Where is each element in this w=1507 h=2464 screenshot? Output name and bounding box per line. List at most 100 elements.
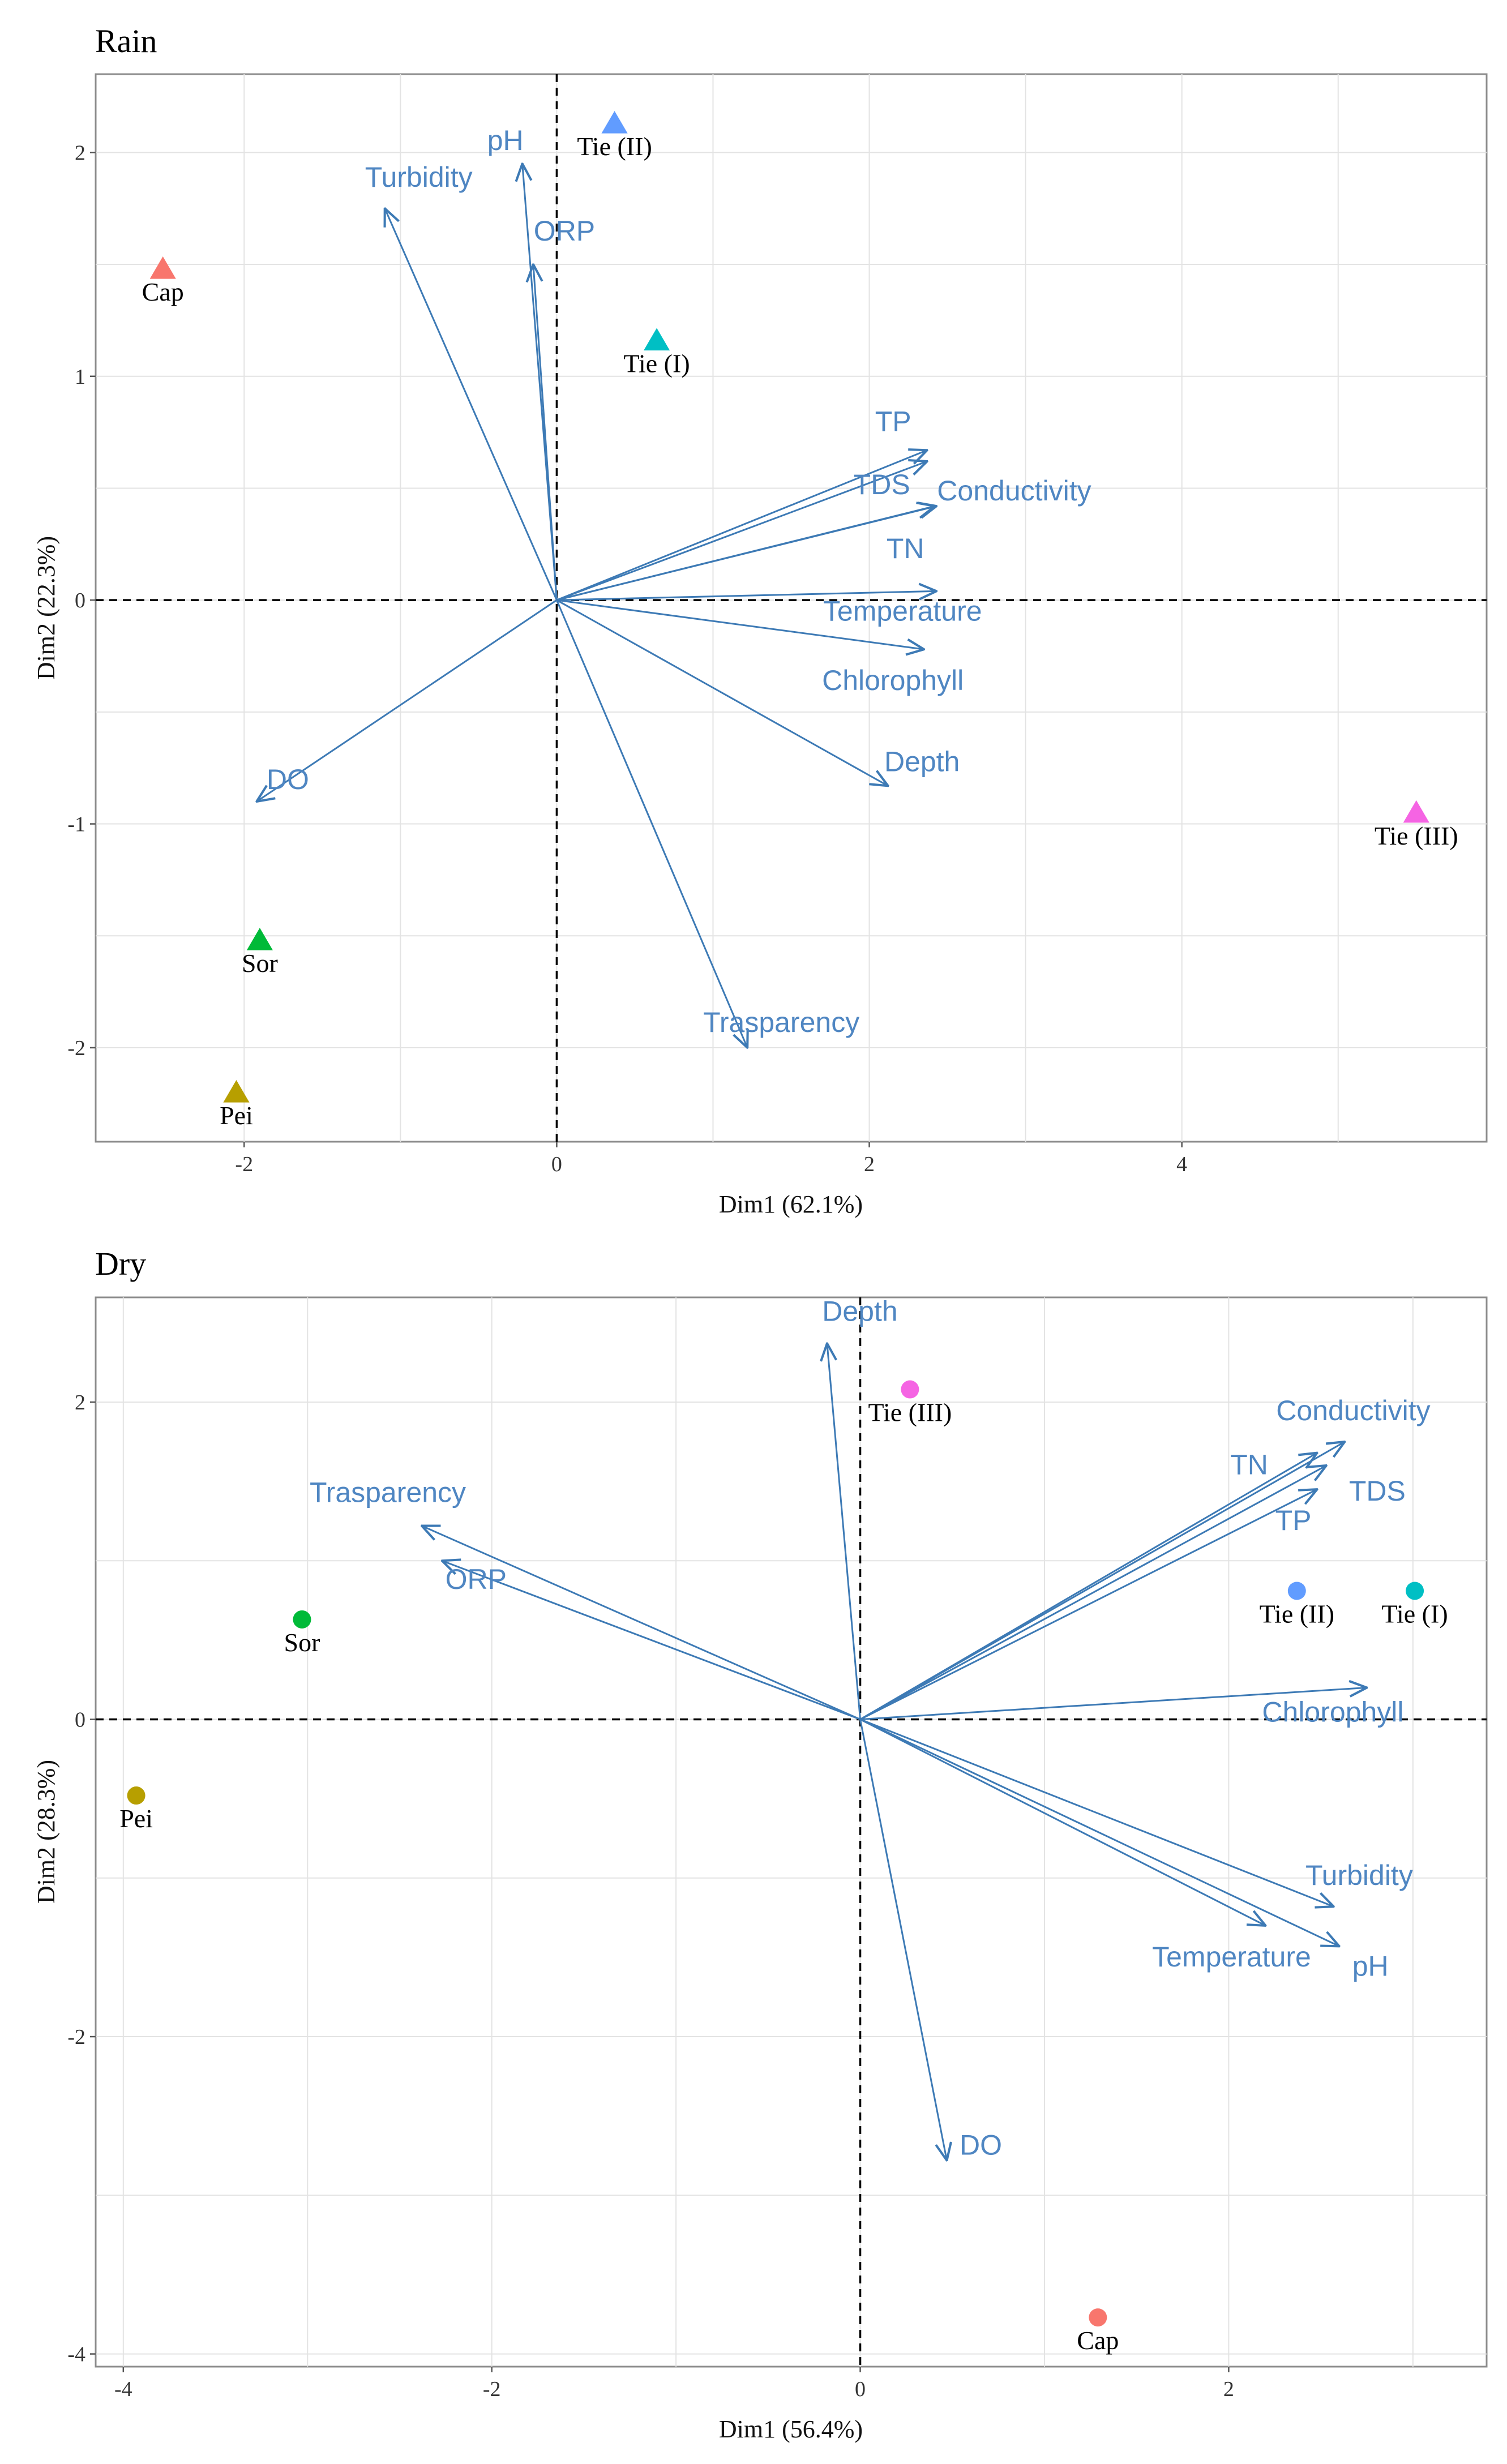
rain-grid [96, 74, 1487, 1142]
rain-zero-lines [96, 74, 1487, 1142]
observation-point [1403, 800, 1429, 823]
variable-label: pH [1352, 1950, 1389, 1982]
variable-arrow [556, 461, 927, 601]
dry-panel-border [95, 1296, 1488, 2368]
variable-arrow [859, 1489, 1317, 1720]
y-tick-label: 0 [75, 589, 85, 612]
variable-label: TDS [1349, 1475, 1406, 1507]
observation-label: Tie (I) [1382, 1599, 1448, 1628]
observation-label: Tie (III) [1375, 821, 1458, 850]
rain-panel-border [95, 73, 1488, 1143]
variable-arrow [859, 1719, 947, 2161]
x-tick-label: -2 [235, 1152, 253, 1176]
dry-panel-title: Dry [95, 1245, 146, 1282]
dry-x-axis-label: Dim1 (56.4%) [719, 2415, 863, 2443]
dry-plot-area: Depth Conductivity TN TDS TP Trasparency ORP Ch… [95, 1295, 1488, 2368]
variable-arrow [556, 591, 936, 601]
variable-label: TN [887, 533, 924, 564]
dry-x-axis-ticks: -4 -2 0 2 [114, 2367, 1234, 2401]
observation-label: Cap [1077, 2326, 1119, 2355]
observation-label: Tie (III) [868, 1398, 952, 1427]
rain-x-axis-ticks: -2 0 2 4 [235, 1142, 1187, 1176]
observation-label: Tie (II) [577, 132, 652, 161]
variable-arrow [385, 208, 558, 601]
variable-label: TDS [854, 469, 910, 500]
variable-label: Conductivity [937, 475, 1091, 507]
variable-label: Turbidity [1305, 1859, 1413, 1891]
variable-label: ORP [446, 1563, 507, 1595]
rain-panel-title: Rain [95, 23, 157, 59]
observation-point [643, 328, 670, 351]
dry-y-axis-ticks: -4 -2 0 2 [67, 1391, 96, 2367]
dry-grid [96, 1297, 1487, 2367]
variable-arrow [442, 1561, 861, 1720]
variable-label: DO [267, 764, 309, 795]
variable-arrow [556, 506, 936, 601]
observation-point [1406, 1582, 1424, 1600]
x-tick-label: -2 [483, 2377, 501, 2401]
variable-label: Turbidity [365, 161, 473, 193]
variable-arrow [556, 599, 924, 649]
variable-arrow [827, 1343, 862, 1720]
observation-point [1287, 1582, 1306, 1600]
dry-variable-vectors: Depth Conductivity TN TDS TP Trasparency ORP Ch… [310, 1295, 1431, 2161]
variable-arrow [859, 1719, 1339, 1947]
variable-label: TP [875, 405, 911, 437]
rain-x-axis-label: Dim1 (62.1%) [719, 1190, 863, 1218]
variable-arrow [556, 599, 747, 1048]
x-tick-label: 2 [864, 1152, 875, 1176]
y-tick-label: 2 [75, 1391, 85, 1415]
observation-label: Sor [242, 949, 278, 978]
observation-point [293, 1610, 311, 1629]
dry-observations: Tie (III) Tie (II) Tie (I) Sor Pei Cap [119, 1380, 1448, 2355]
observation-label: Pei [220, 1101, 253, 1130]
y-tick-label: -2 [67, 1036, 85, 1060]
observation-point [1089, 2308, 1107, 2327]
x-tick-label: -4 [114, 2377, 132, 2401]
variable-label: DO [960, 2129, 1002, 2161]
observation-label: Cap [142, 277, 184, 306]
y-tick-label: -1 [67, 813, 85, 837]
y-tick-label: -4 [67, 2343, 85, 2367]
dry-y-axis-label: Dim2 (28.3%) [32, 1760, 60, 1904]
observation-label: Pei [119, 1804, 153, 1833]
variable-label: Depth [884, 745, 960, 777]
variable-arrow [256, 599, 558, 802]
variable-label: Conductivity [1276, 1395, 1430, 1426]
rain-variable-vectors: Turbidity pH ORP TP TDS Conductivity TN Tempera… [256, 125, 1091, 1048]
observation-point [901, 1380, 919, 1399]
observation-point [601, 110, 628, 134]
variable-label: Trasparency [703, 1006, 859, 1038]
observation-point [127, 1786, 145, 1805]
variable-arrow [859, 1465, 1326, 1720]
observation-label: Sor [284, 1628, 320, 1657]
variable-arrow [859, 1453, 1317, 1720]
variable-label: Temperature [823, 595, 982, 627]
rain-y-axis-ticks: -2 -1 0 1 2 [67, 141, 96, 1060]
variable-label: Chlorophyll [1262, 1696, 1403, 1728]
rain-plot-area: Turbidity pH ORP TP TDS Conductivity TN Tempera… [95, 73, 1488, 1143]
y-tick-label: 2 [75, 141, 85, 165]
variable-arrow [556, 450, 927, 601]
observation-point [149, 256, 176, 279]
variable-arrow [533, 264, 558, 601]
variable-label: Trasparency [310, 1477, 466, 1509]
observation-point [246, 928, 273, 950]
x-tick-label: 0 [855, 2377, 866, 2401]
variable-label: pH [487, 125, 524, 156]
y-tick-label: 0 [75, 1708, 85, 1732]
variable-label: Chlorophyll [822, 665, 964, 696]
variable-arrow [859, 1719, 1334, 1907]
variable-arrow [859, 1719, 1266, 1926]
variable-arrow [422, 1526, 861, 1720]
observation-label: Tie (I) [624, 349, 690, 378]
observation-point [223, 1080, 250, 1103]
dry-zero-lines [96, 1297, 1487, 2367]
y-tick-label: -2 [67, 2025, 85, 2049]
variable-label: Temperature [1152, 1941, 1311, 1973]
variable-arrow [556, 599, 888, 786]
x-tick-label: 2 [1223, 2377, 1234, 2401]
y-tick-label: 1 [75, 365, 85, 389]
observation-label: Tie (II) [1260, 1599, 1334, 1628]
x-tick-label: 4 [1176, 1152, 1187, 1176]
